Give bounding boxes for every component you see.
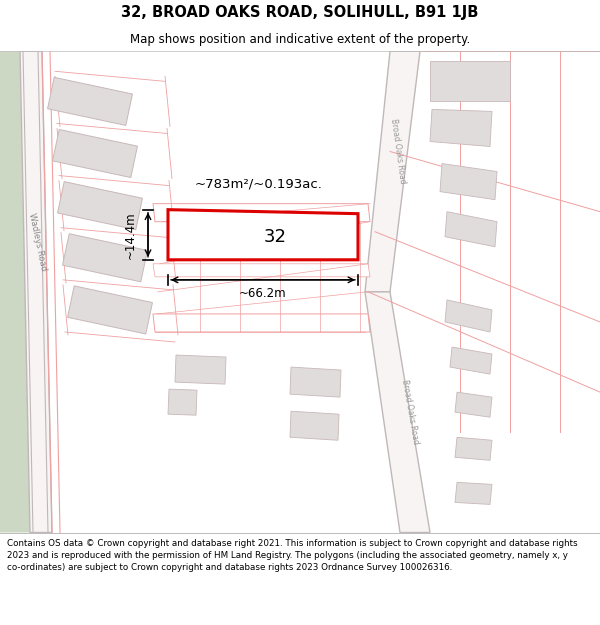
Polygon shape [58, 182, 142, 229]
Polygon shape [168, 209, 358, 260]
Polygon shape [153, 204, 370, 222]
Polygon shape [0, 51, 38, 532]
Polygon shape [455, 482, 492, 504]
Text: ~14.4m: ~14.4m [124, 211, 137, 259]
Text: ~783m²/~0.193ac.: ~783m²/~0.193ac. [195, 177, 323, 190]
Polygon shape [175, 355, 226, 384]
Polygon shape [445, 212, 497, 247]
Text: 32: 32 [263, 228, 287, 246]
Polygon shape [430, 61, 510, 101]
Text: Broad Oaks Road: Broad Oaks Road [400, 379, 420, 445]
Polygon shape [290, 367, 341, 397]
Polygon shape [153, 314, 370, 332]
Polygon shape [365, 51, 420, 292]
Polygon shape [455, 438, 492, 460]
Polygon shape [290, 411, 339, 440]
Polygon shape [47, 78, 133, 126]
Polygon shape [455, 392, 492, 418]
Polygon shape [68, 286, 152, 334]
Text: Wadleys Road: Wadleys Road [28, 212, 49, 271]
Text: Broad Oaks Road: Broad Oaks Road [389, 118, 407, 184]
Polygon shape [440, 164, 497, 199]
Polygon shape [365, 292, 430, 532]
Text: Contains OS data © Crown copyright and database right 2021. This information is : Contains OS data © Crown copyright and d… [7, 539, 578, 572]
Polygon shape [450, 347, 492, 374]
Text: Map shows position and indicative extent of the property.: Map shows position and indicative extent… [130, 34, 470, 46]
Polygon shape [153, 264, 370, 277]
Polygon shape [20, 51, 52, 532]
Polygon shape [430, 109, 492, 146]
Polygon shape [445, 300, 492, 332]
Polygon shape [62, 234, 148, 282]
Polygon shape [53, 129, 137, 178]
Text: 32, BROAD OAKS ROAD, SOLIHULL, B91 1JB: 32, BROAD OAKS ROAD, SOLIHULL, B91 1JB [121, 5, 479, 20]
Polygon shape [168, 389, 197, 415]
Text: ~66.2m: ~66.2m [239, 288, 287, 301]
